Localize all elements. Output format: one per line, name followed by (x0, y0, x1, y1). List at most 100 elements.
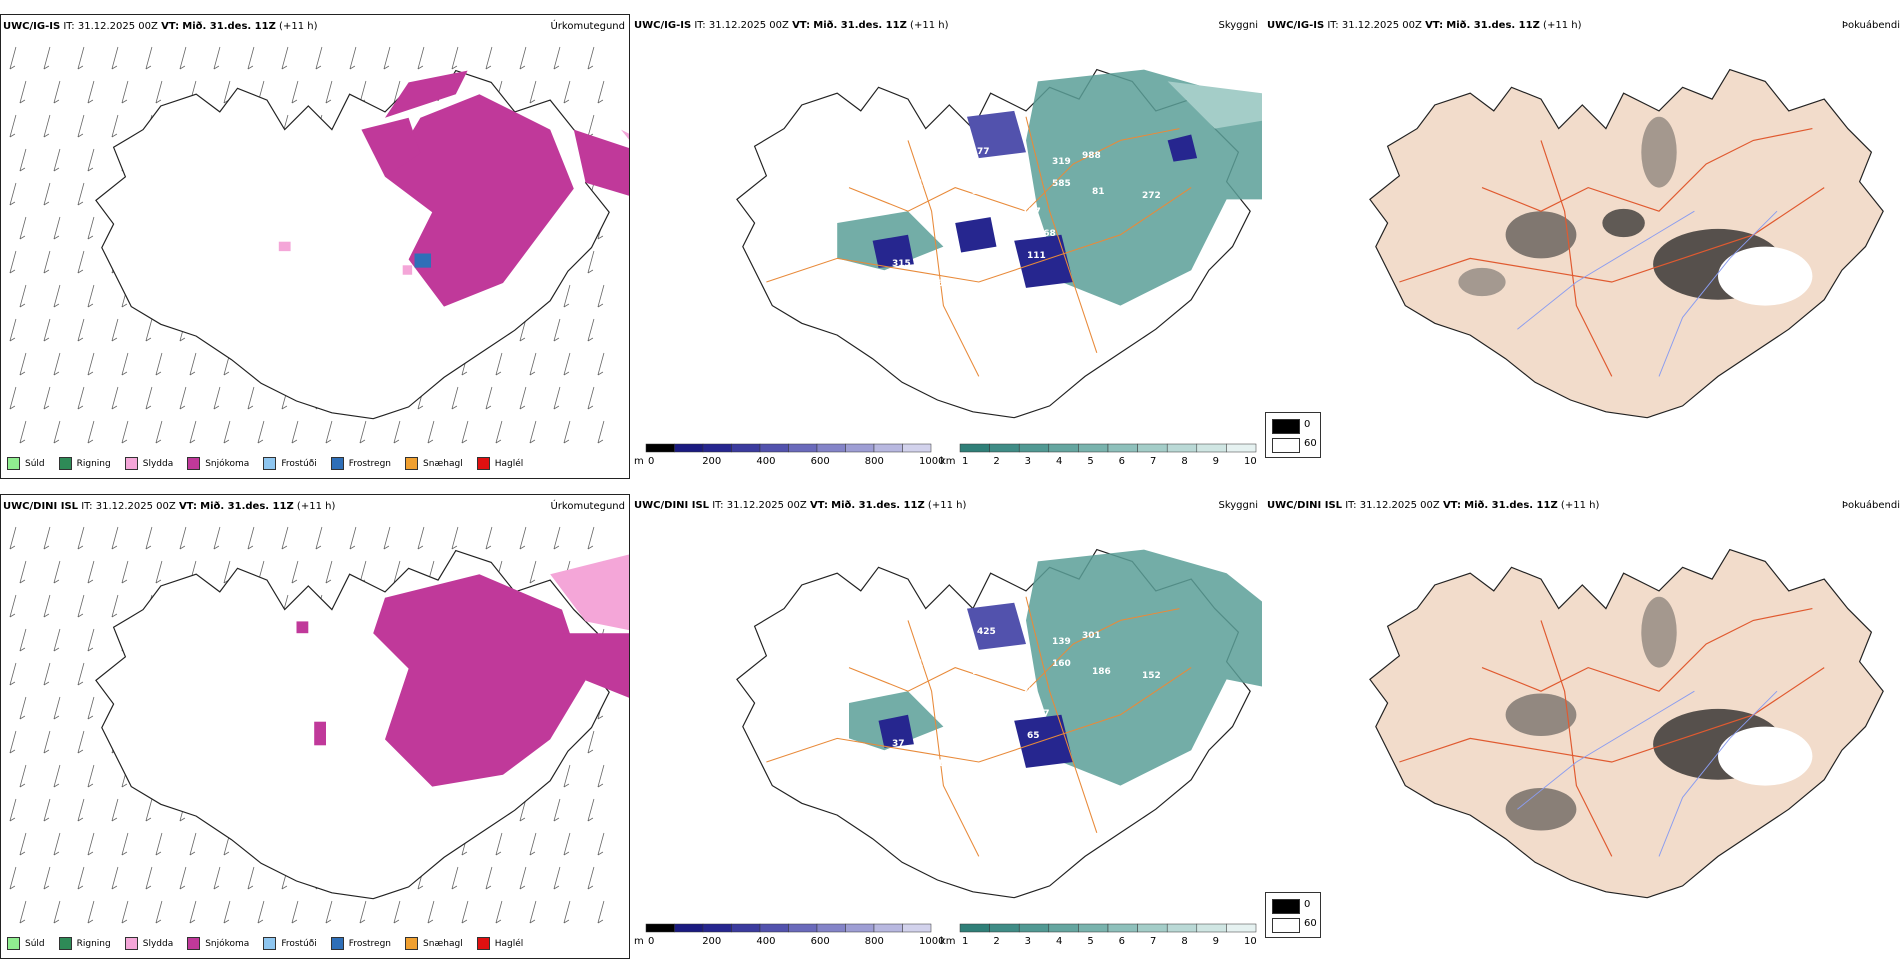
wind-barb (587, 730, 595, 754)
wind-barb (189, 900, 197, 924)
colorbar-segment (902, 923, 932, 933)
visibility-value-label: 16 (932, 149, 945, 159)
wind-barb (77, 46, 85, 70)
wind-barb (145, 386, 153, 410)
visibility-value-label: 65 (937, 279, 950, 289)
visibility-value-label: 23 (1022, 687, 1035, 697)
wind-barb (145, 866, 153, 890)
colorbar-tick-label: 6 (1118, 936, 1126, 947)
wind-barb (155, 420, 163, 444)
colorbar-segment (674, 923, 704, 933)
visibility-value-label: 61 (947, 294, 960, 304)
panel-title: Þokuábendi (1841, 20, 1900, 31)
wind-barb (247, 386, 255, 410)
legend-swatch (330, 937, 344, 950)
fog-panel-2: UWC/DINI ISL IT: 31.12.2025 00Z VT: Mið.… (1265, 494, 1900, 959)
wind-barb (563, 764, 571, 788)
panel-header: UWC/DINI ISL IT: 31.12.2025 00Z VT: Mið.… (634, 500, 967, 511)
wind-barb (43, 526, 51, 550)
visibility-value-label: 37 (967, 304, 980, 314)
legend-item: Slydda (124, 937, 173, 950)
legend-swatch (476, 937, 490, 950)
visibility-value-label: 111 (1027, 251, 1046, 261)
panel-header: UWC/DINI ISL IT: 31.12.2025 00Z VT: Mið.… (1267, 500, 1600, 511)
wind-barb (121, 900, 129, 924)
visibility-value-label: 585 (1052, 179, 1071, 189)
wind-barb (43, 798, 51, 822)
visibility-value-label: 186 (1092, 667, 1111, 677)
wind-barb (563, 900, 571, 924)
colorbar-segment (731, 923, 761, 933)
visibility-value-label: 210 (932, 629, 951, 639)
colorbar-segment (645, 443, 675, 453)
wind-barb (553, 386, 561, 410)
colorbar-segment (1196, 923, 1227, 933)
wind-barb (87, 696, 95, 720)
colorbar-segment (873, 923, 903, 933)
wind-barb (121, 560, 129, 584)
colorbar-segment (845, 923, 875, 933)
visibility-value-label: 72 (837, 319, 850, 329)
colorbar-segment (845, 443, 875, 453)
fog-key-white (1272, 438, 1300, 453)
visibility-value-label: 393 (1052, 317, 1071, 327)
wind-barb (393, 900, 401, 924)
legend-swatch (405, 937, 419, 950)
ceiling-colorbar-svg (645, 443, 932, 453)
wind-barb (19, 628, 27, 652)
wind-barb (111, 386, 119, 410)
visibility-value-label: 57 (1037, 709, 1050, 719)
colorbar-tick-label: 9 (1212, 936, 1220, 947)
colorbar-segment (1166, 443, 1198, 453)
colorbar-tick-label: 0 (648, 456, 655, 467)
wind-barb (257, 900, 265, 924)
wind-barb (349, 46, 357, 70)
wind-barb (587, 526, 595, 550)
visibility-value-label: 187 (1022, 207, 1041, 217)
visibility-value-label: 167 (972, 667, 991, 677)
wind-barb (145, 798, 153, 822)
ceiling-colorbar: m 0 200 400 600 800 1000 (634, 442, 944, 470)
legend-swatch (7, 457, 20, 470)
wind-barb (213, 866, 221, 890)
wind-barb (563, 80, 571, 104)
wind-barb (43, 182, 51, 206)
wind-barb (77, 730, 85, 754)
wind-barb (247, 526, 255, 550)
colorbar-segment (873, 443, 903, 453)
wind-barb (77, 114, 85, 138)
wind-barb (19, 284, 27, 308)
wind-barb (19, 832, 27, 856)
wind-barb (19, 420, 27, 444)
wind-barb (587, 866, 595, 890)
colorbar-tick-label: 2 (993, 936, 1000, 947)
visibility-value-label: 43 (962, 209, 975, 219)
precip-legend: Súld Rigning Slydda Snjókoma Frostúði Fr… (7, 937, 523, 950)
wind-barb (121, 832, 129, 856)
wind-barb (519, 526, 527, 550)
visibility-unit: km (940, 936, 956, 947)
visibility-colorbar-svg (959, 923, 1257, 933)
wind-barb (43, 662, 51, 686)
colorbar-segment (788, 443, 818, 453)
snow-area (385, 94, 574, 307)
wind-barb (563, 352, 571, 376)
wind-barb (291, 560, 299, 584)
precip-type-panel-2: UWC/DINI ISL IT: 31.12.2025 00Z VT: Mið.… (0, 494, 630, 959)
wind-barb (9, 730, 17, 754)
wind-barb (349, 526, 357, 550)
colorbar-tick-label: 1 (962, 456, 969, 467)
wind-barb (359, 420, 367, 444)
visibility-value-label: 142 (1057, 297, 1076, 307)
wind-barb (111, 798, 119, 822)
wind-barb (43, 866, 51, 890)
wind-barb (19, 764, 27, 788)
wind-barb (587, 46, 595, 70)
colorbar-tick-label: 1000 (919, 456, 945, 467)
colorbar-segment (1018, 923, 1050, 933)
panel-title: Skyggni (1218, 500, 1258, 511)
colorbar-tick-label: 400 (756, 456, 776, 467)
wind-barb (9, 594, 17, 618)
wind-barb (485, 866, 493, 890)
wind-barb (529, 900, 537, 924)
